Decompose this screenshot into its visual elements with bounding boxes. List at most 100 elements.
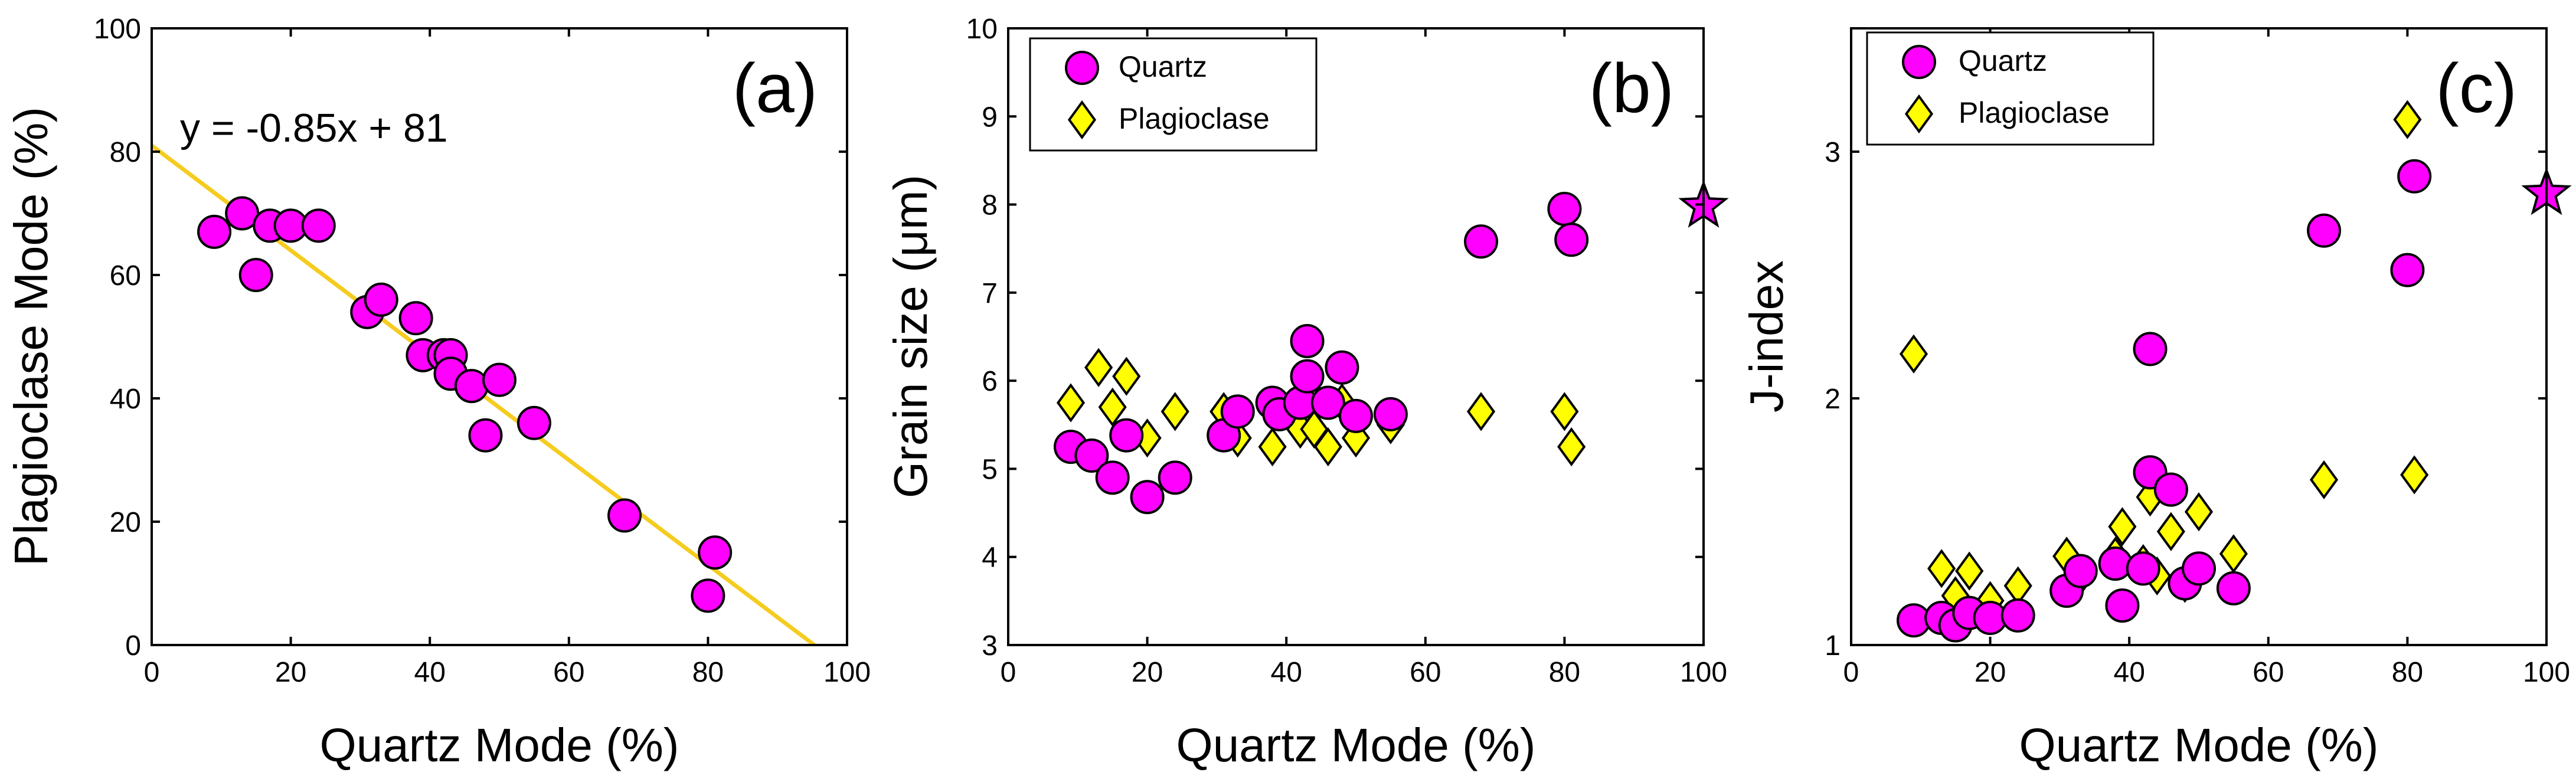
quartz-circle-point [2216, 571, 2251, 605]
quartz-circle-point [2105, 588, 2140, 623]
quartz-circle-point [2182, 551, 2216, 586]
panel-a-label: (a) [733, 50, 818, 127]
panel-c-x-axis-title: Quartz Mode (%) [2019, 719, 2378, 771]
quartz-circle-point [1130, 480, 1165, 515]
x-tick-label: 0 [144, 657, 160, 688]
y-tick-label: 40 [110, 384, 141, 415]
plagioclase-diamond-point [2184, 492, 2214, 532]
quartz-circle-point [2063, 554, 2098, 588]
y-tick-label: 7 [982, 278, 998, 309]
panel-c-ticks: 0 20 40 60 80 100 1 2 3 [1825, 28, 2570, 688]
legend-plagioclase-marker [1904, 94, 1934, 134]
quartz-circle-point [2098, 546, 2133, 581]
quartz-circle-point [1290, 323, 1325, 358]
quartz-circle-point [1310, 385, 1345, 420]
panel-a-markers [150, 143, 816, 647]
plagioclase-diamond-point [1098, 387, 1127, 427]
quartz-circle-point [1109, 418, 1144, 453]
quartz-circle-point [1325, 350, 1359, 385]
panel-a-axes-box [151, 27, 848, 646]
panel-b-y-axis-title: Grain size (μm) [884, 175, 937, 498]
legend-quartz-marker [1065, 51, 1099, 85]
panel-b-legend-plagioclase: Plagioclase [1119, 102, 1270, 135]
panel-b-ticks: 0 20 40 60 80 100 3 4 5 6 7 8 9 10 [966, 14, 1727, 688]
y-tick-label: 8 [982, 190, 998, 221]
y-tick-label: 5 [982, 454, 998, 485]
quartz-circle-point [454, 369, 489, 404]
plagioclase-diamond-point [1313, 427, 1342, 467]
x-tick-label: 40 [2114, 657, 2145, 688]
plagioclase-diamond-point [1955, 551, 1984, 591]
quartz-circle-point [1095, 460, 1130, 495]
panel-b-label: (b) [1589, 50, 1674, 127]
x-tick-label: 60 [1410, 657, 1441, 688]
quartz-circle-point [364, 282, 398, 317]
quartz-circle-point [2390, 253, 2425, 287]
quartz-circle-point [468, 418, 503, 453]
y-tick-label: 10 [966, 14, 998, 45]
y-tick-label: 80 [110, 137, 141, 168]
panel-a: 0 20 40 60 80 100 0 20 40 60 80 100 (a) y = -0.85x … [5, 14, 871, 771]
y-tick-label: 6 [982, 366, 998, 397]
x-tick-label: 80 [692, 657, 724, 688]
panel-c-legend-plagioclase: Plagioclase [1959, 96, 2110, 129]
x-tick-label: 40 [414, 657, 446, 688]
plagioclase-diamond-point [2156, 512, 2185, 551]
legend-plagioclase-marker [1067, 100, 1097, 140]
panel-a-fit-equation: y = -0.85x + 81 [180, 106, 448, 150]
quartz-circle-point [2133, 332, 2168, 366]
quartz-circle-point [516, 405, 551, 440]
panel-c-markers [1897, 100, 2572, 643]
quartz-circle-point [1074, 438, 1109, 473]
plagioclase-diamond-point [2393, 100, 2422, 139]
quartz-circle-point [1547, 192, 1582, 227]
panel-a-y-axis-title: Plagioclase Mode (%) [5, 107, 57, 566]
panel-c-label: (c) [2436, 50, 2517, 127]
y-tick-label: 9 [982, 102, 998, 133]
panel-a-x-axis-title: Quartz Mode (%) [319, 719, 679, 771]
panel-b-legend: Quartz Plagioclase [1029, 37, 1318, 152]
y-tick-label: 1 [1825, 630, 1841, 662]
quartz-circle-point [482, 362, 516, 397]
quartz-circle-point [2126, 551, 2160, 586]
x-tick-label: 80 [2392, 657, 2423, 688]
panel-a-ticks: 0 20 40 60 80 100 0 20 40 60 80 100 [94, 14, 871, 688]
quartz-circle-point [301, 208, 336, 243]
panel-b-axes-box [1007, 27, 1705, 646]
x-tick-label: 100 [823, 657, 871, 688]
plagioclase-diamond-point [1056, 383, 1086, 423]
plagioclase-diamond-point [1899, 334, 1928, 374]
plagioclase-diamond-point [1112, 356, 1141, 396]
x-tick-label: 100 [2523, 657, 2570, 688]
plagioclase-diamond-point [1557, 427, 1586, 467]
y-tick-label: 0 [125, 630, 141, 662]
x-tick-label: 60 [2253, 657, 2284, 688]
panel-b-legend-markers [1065, 51, 1099, 140]
plagioclase-diamond-point [1258, 427, 1287, 467]
quartz-circle-point [1290, 359, 1325, 394]
x-tick-label: 0 [1001, 657, 1016, 688]
plagioclase-diamond-point [2108, 507, 2137, 546]
panel-c-legend: Quartz Plagioclase [1866, 31, 2155, 146]
panel-b-markers [1054, 179, 1729, 515]
panel-c-axes-box [1850, 27, 2548, 646]
x-tick-label: 20 [275, 657, 306, 688]
quartz-circle-point [225, 196, 260, 231]
quartz-circle-point [2153, 472, 2188, 507]
panel-c-legend-quartz: Quartz [1959, 44, 2047, 77]
quartz-circle-point [1339, 398, 1373, 433]
quartz-circle-point [2000, 598, 2035, 633]
panel-b: 0 20 40 60 80 100 3 4 5 6 7 8 9 10 (b) Quartz Plagioc… [884, 14, 1729, 771]
quartz-circle-point [1220, 394, 1255, 429]
plagioclase-diamond-point [1927, 549, 1956, 588]
quartz-circle-point [1158, 460, 1192, 495]
x-tick-label: 0 [1843, 657, 1859, 688]
x-tick-label: 80 [1549, 657, 1580, 688]
y-tick-label: 20 [110, 507, 141, 538]
y-tick-label: 3 [982, 630, 998, 662]
plagioclase-diamond-point [1466, 392, 1496, 431]
plagioclase-diamond-point [2003, 566, 2032, 605]
y-tick-label: 3 [1825, 137, 1841, 168]
y-tick-label: 60 [110, 260, 141, 292]
